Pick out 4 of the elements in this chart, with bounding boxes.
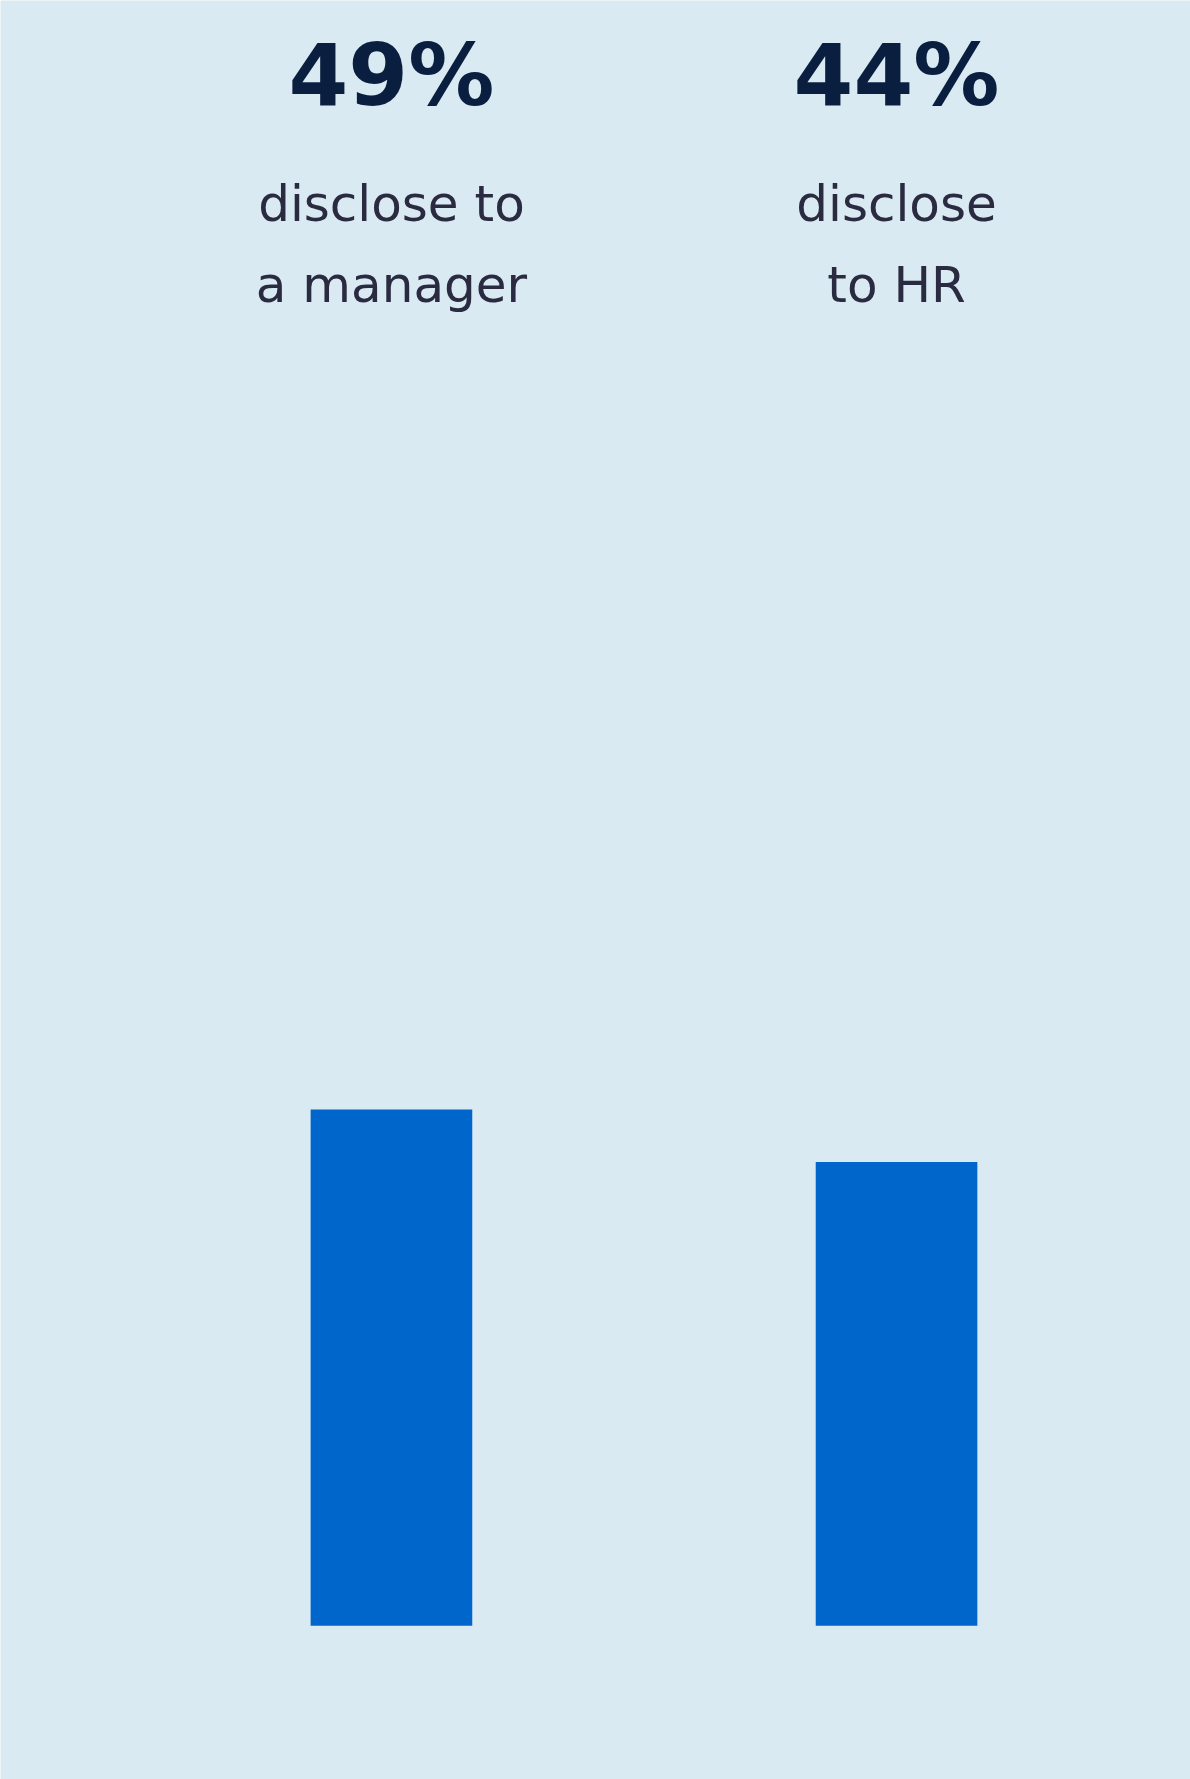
data-label: 49% bbox=[288, 24, 495, 125]
x-tick-label: disclose to HR bbox=[796, 175, 997, 315]
data-label: 44% bbox=[793, 24, 1000, 125]
x-tick-label: disclose to a manager bbox=[255, 175, 528, 315]
